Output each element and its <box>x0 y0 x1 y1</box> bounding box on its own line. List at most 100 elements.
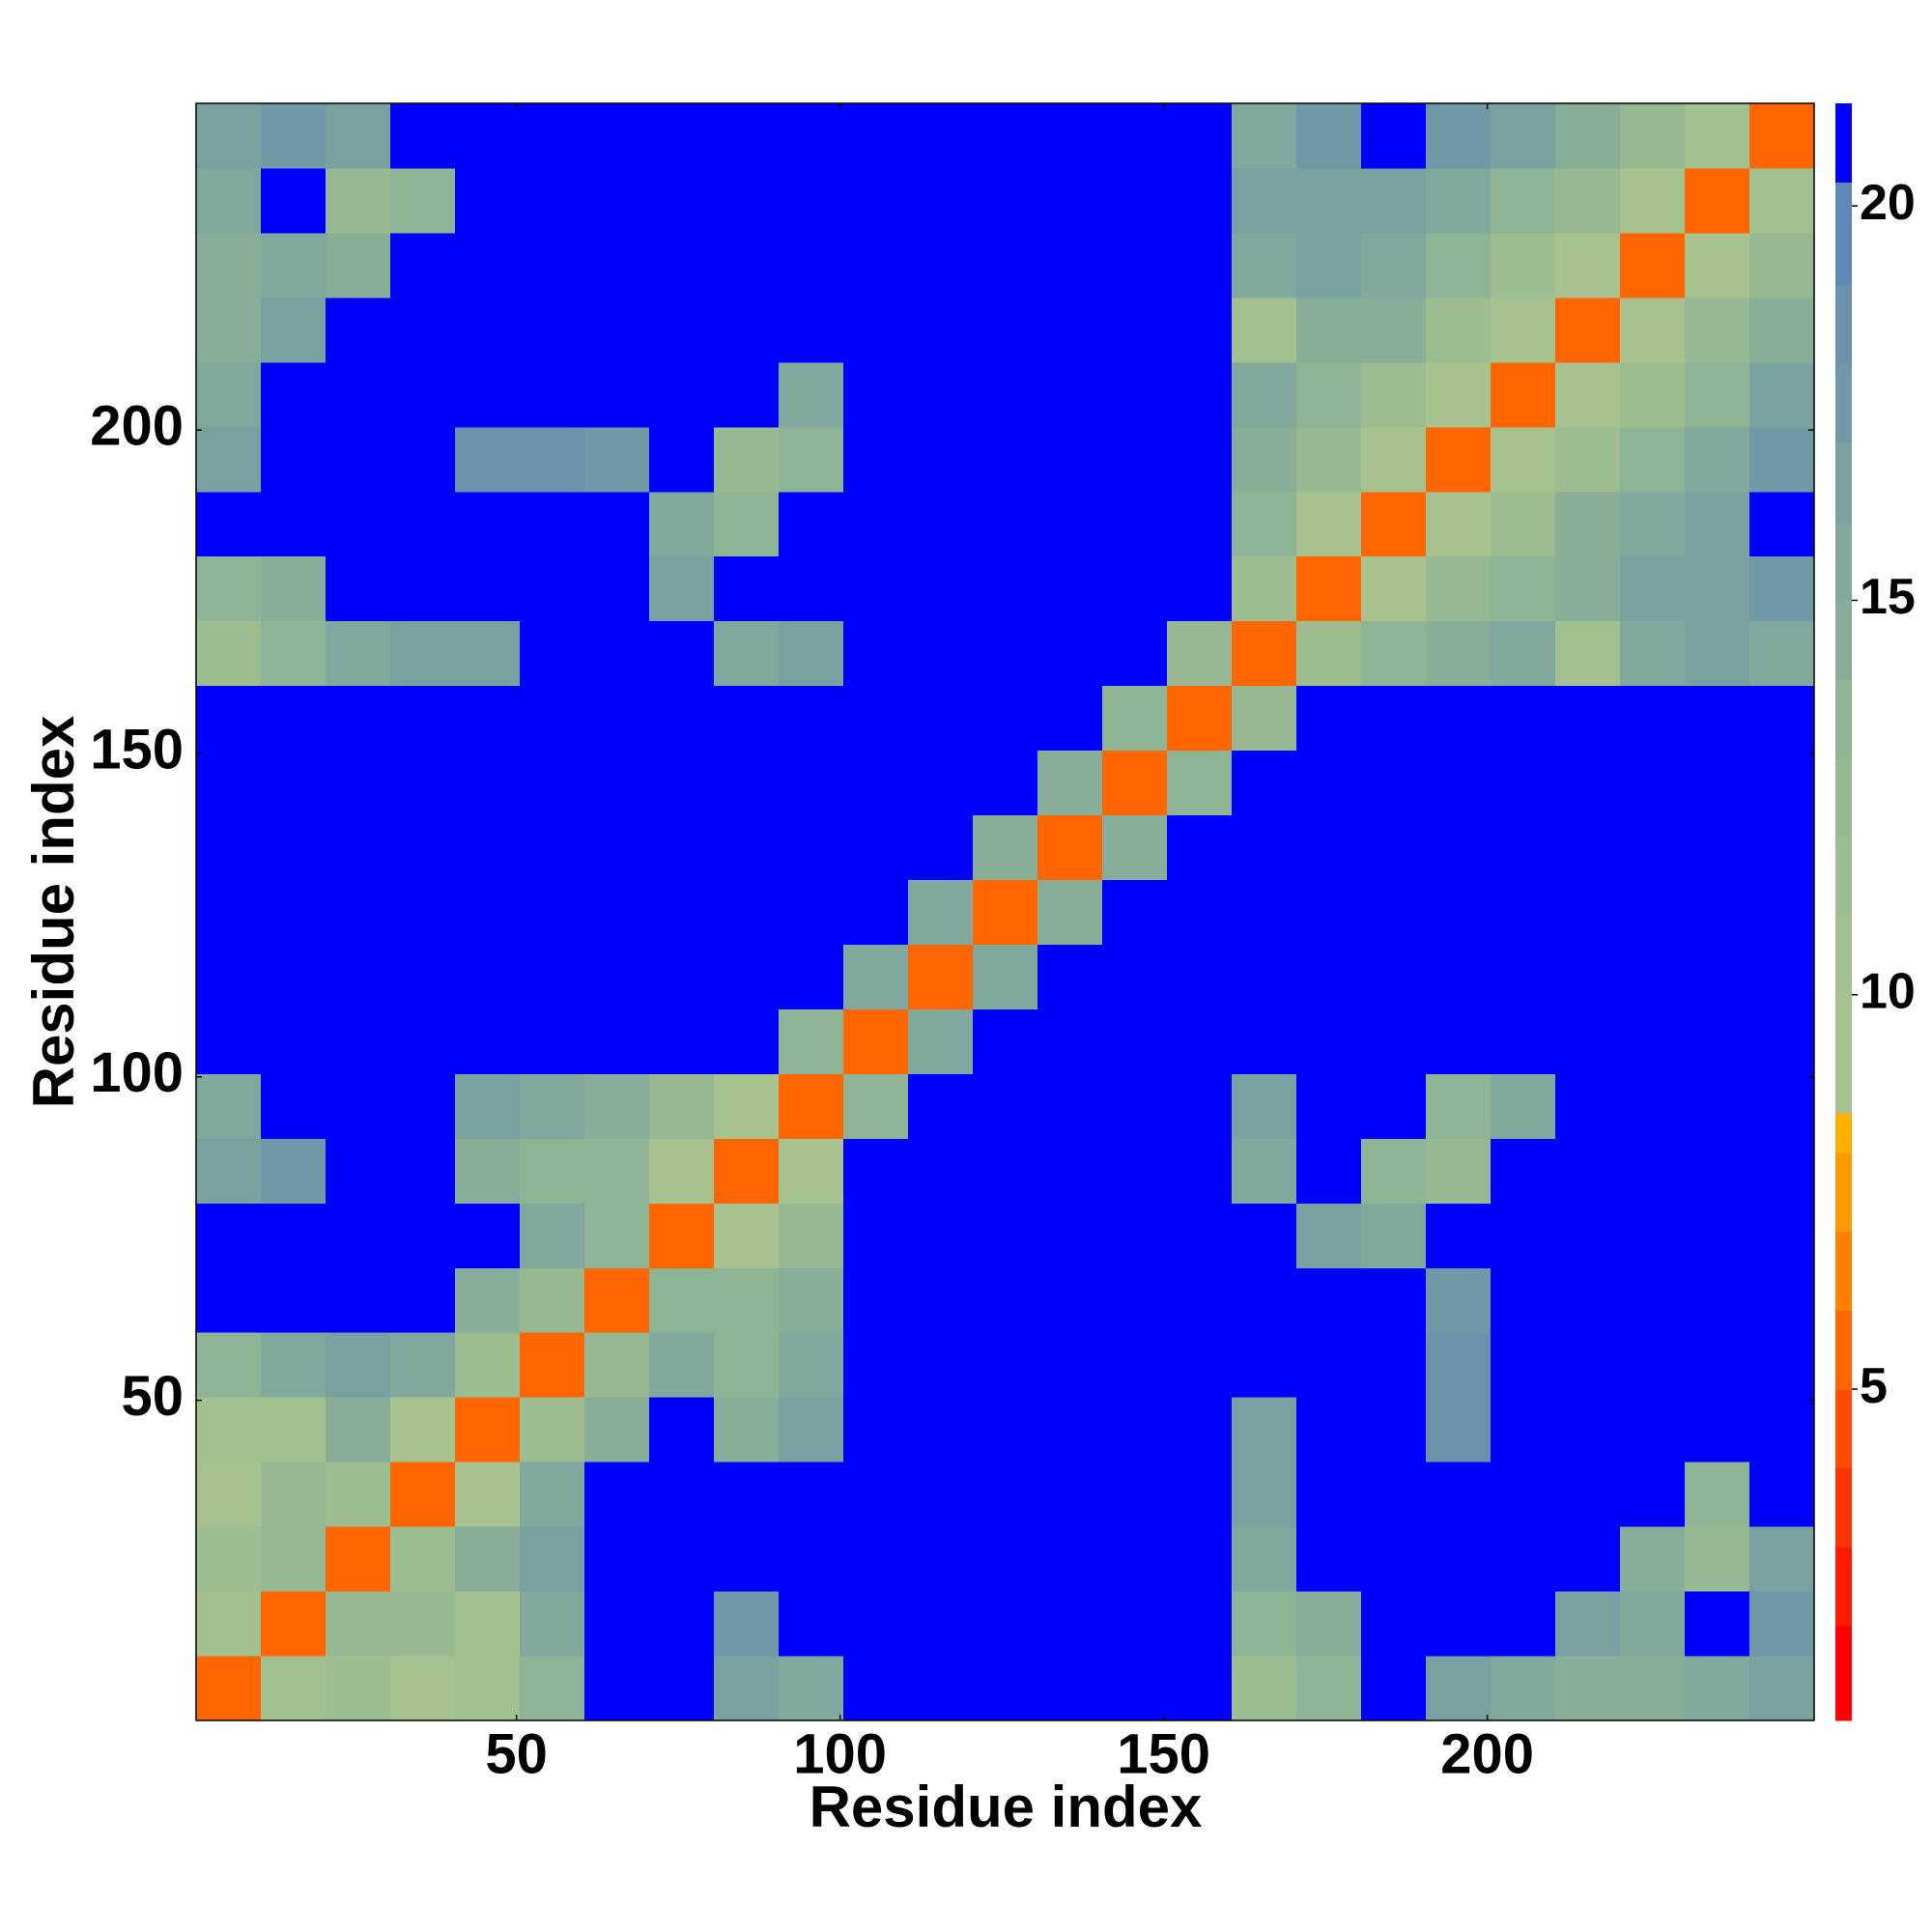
heat-cell <box>1426 1397 1492 1463</box>
heat-cell <box>261 1656 327 1721</box>
colorbar-tick-label: 5 <box>1860 1358 1888 1414</box>
heat-cell <box>908 1073 974 1139</box>
heat-cell <box>1102 814 1168 881</box>
heat-cell <box>1491 1073 1556 1139</box>
heat-cell <box>908 1009 974 1074</box>
heat-cell <box>1037 1462 1103 1527</box>
heat-cell <box>1296 879 1362 945</box>
heat-cell <box>520 814 585 881</box>
heat-cell <box>714 879 780 945</box>
heat-cell <box>714 555 780 622</box>
heat-cell <box>261 685 327 752</box>
heat-cell <box>1555 1009 1621 1074</box>
heat-cell <box>1491 426 1556 493</box>
heat-cell <box>843 1073 909 1139</box>
heat-cell <box>1555 620 1621 687</box>
heat-cell <box>455 1009 521 1074</box>
heat-cell <box>196 944 262 1009</box>
heat-cell <box>1555 361 1621 428</box>
colorbar-band <box>1835 916 1852 996</box>
heat-cell <box>1037 814 1103 881</box>
heat-cell <box>196 232 262 298</box>
heat-cell <box>455 103 521 169</box>
heat-cell <box>1361 103 1427 169</box>
heat-cell <box>1685 491 1750 557</box>
heat-cell <box>1296 491 1362 557</box>
heat-cell <box>196 1397 262 1463</box>
heat-cell <box>1102 103 1168 169</box>
heat-cell <box>1749 1526 1815 1592</box>
heat-cell <box>584 1526 650 1592</box>
heat-cell <box>1555 426 1621 493</box>
heat-cell <box>1361 1397 1427 1463</box>
heat-cell <box>1491 1591 1556 1657</box>
colorbar-band <box>1835 679 1852 759</box>
heat-cell <box>196 620 262 687</box>
heat-cell <box>1555 1526 1621 1592</box>
heat-cell <box>973 685 1038 752</box>
heat-cell <box>1167 491 1233 557</box>
heat-cell <box>1102 297 1168 363</box>
heat-cell <box>1167 1656 1233 1721</box>
heat-cell <box>1037 620 1103 687</box>
heat-cell <box>1167 1591 1233 1657</box>
heat-cell <box>1361 1526 1427 1592</box>
heat-cell <box>1361 491 1427 557</box>
heat-cell <box>1361 426 1427 493</box>
heat-cell <box>390 1203 456 1268</box>
heat-cell <box>779 1462 844 1527</box>
heat-cell <box>261 426 327 493</box>
heat-cell <box>1167 555 1233 622</box>
heat-cell <box>908 879 974 945</box>
heat-cell <box>196 1591 262 1657</box>
heat-cell <box>843 1462 909 1527</box>
heat-cell <box>908 1462 974 1527</box>
heat-cell <box>1749 944 1815 1009</box>
heat-cell <box>649 1073 715 1139</box>
heat-cell <box>196 491 262 557</box>
heat-cell <box>1620 620 1686 687</box>
heat-cell <box>1232 167 1297 234</box>
colorbar-tick-label: 10 <box>1860 963 1916 1019</box>
heat-cell <box>843 491 909 557</box>
heat-cell <box>1426 1009 1492 1074</box>
heat-cell <box>1491 1656 1556 1721</box>
colorbar-band <box>1835 103 1852 184</box>
heat-cell <box>1685 879 1750 945</box>
heat-cell <box>649 1138 715 1204</box>
heat-cell <box>520 944 585 1009</box>
heat-cell <box>1296 1526 1362 1592</box>
heat-cell <box>1491 879 1556 945</box>
heat-cell <box>1555 1267 1621 1333</box>
y-tick-label: 150 <box>90 718 184 781</box>
heat-cell <box>1426 750 1492 816</box>
heat-cell <box>1491 1203 1556 1268</box>
heat-cell <box>196 1009 262 1074</box>
heat-cell <box>1749 1138 1815 1204</box>
heat-cell <box>196 1656 262 1721</box>
heat-cell <box>1296 1591 1362 1657</box>
heat-cell <box>1102 1332 1168 1398</box>
colorbar-band <box>1835 363 1852 443</box>
heat-cell <box>584 491 650 557</box>
heat-cell <box>390 361 456 428</box>
heat-cell <box>196 297 262 363</box>
heat-cell <box>1491 491 1556 557</box>
heat-cell <box>1555 167 1621 234</box>
heat-cell <box>584 1462 650 1527</box>
heat-cell <box>843 1591 909 1657</box>
heat-cell <box>714 750 780 816</box>
heat-cell <box>390 491 456 557</box>
heat-cell <box>1685 750 1750 816</box>
heat-cell <box>455 1526 521 1592</box>
heat-cell <box>779 1009 844 1074</box>
heat-cell <box>520 361 585 428</box>
heat-cell <box>455 750 521 816</box>
heat-cell <box>1426 620 1492 687</box>
heat-cell <box>1167 361 1233 428</box>
colorbar-band <box>1835 284 1852 364</box>
heat-cell <box>779 944 844 1009</box>
heat-cell <box>1102 944 1168 1009</box>
heat-cell <box>520 1009 585 1074</box>
